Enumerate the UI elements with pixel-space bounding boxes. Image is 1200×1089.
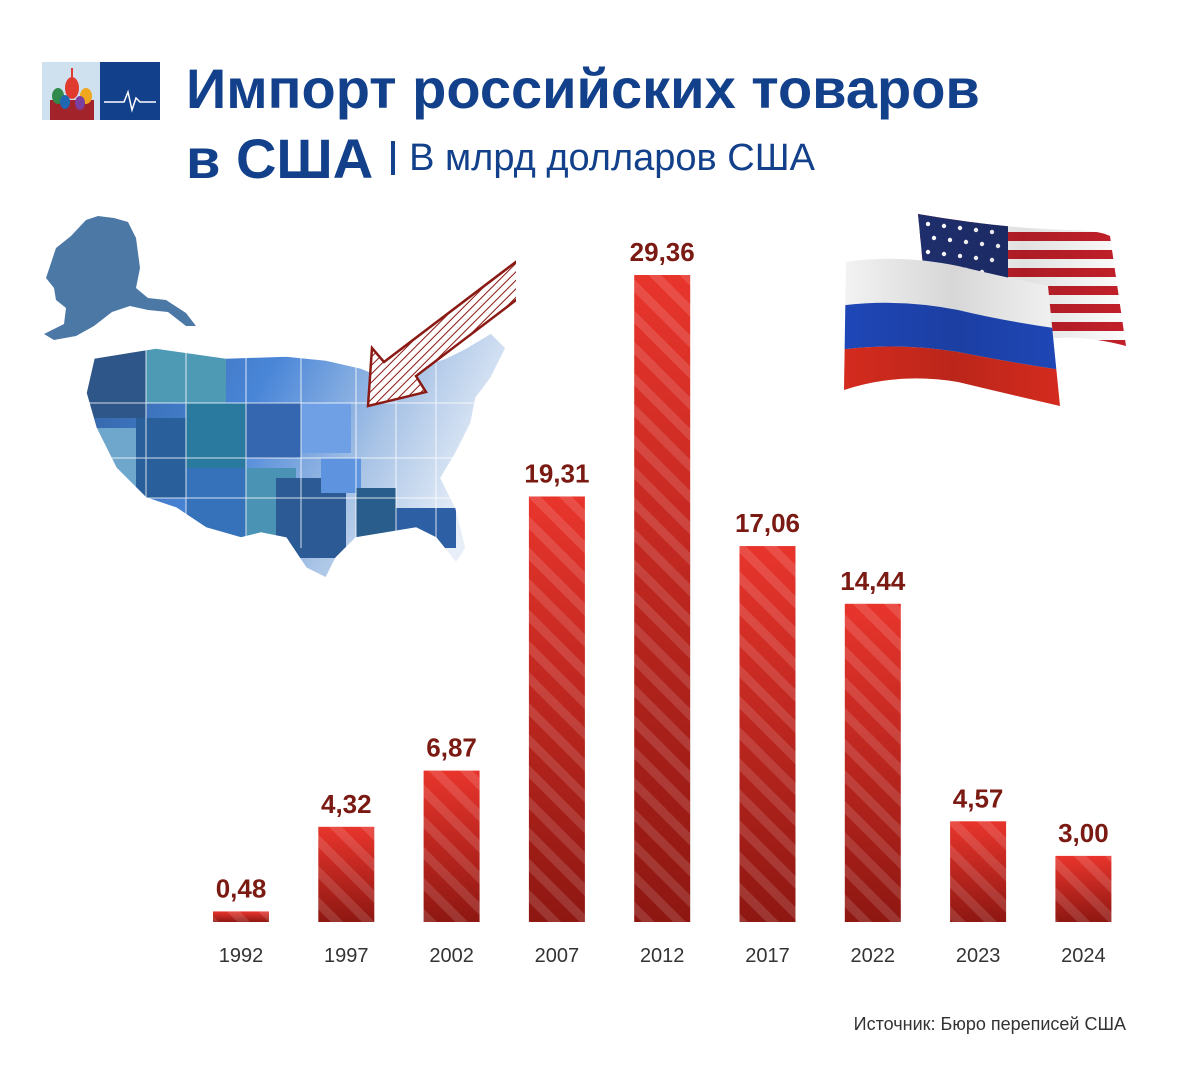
bar-stripes-1992 — [213, 911, 269, 922]
year-label-2024: 2024 — [1061, 945, 1106, 967]
title-divider — [391, 141, 396, 175]
value-label-2002: 6,87 — [426, 733, 477, 763]
title-line2-row: в США В млрд долларов США — [186, 126, 815, 190]
year-label-2007: 2007 — [535, 945, 580, 967]
value-label-2023: 4,57 — [953, 783, 1004, 813]
bar-stripes-2017 — [739, 546, 796, 922]
value-label-2022: 14,44 — [840, 566, 906, 596]
bar-stripes-2023 — [950, 821, 1007, 922]
year-label-1992: 1992 — [219, 945, 264, 967]
value-label-2012: 29,36 — [630, 237, 695, 267]
bar-stripes-2007 — [528, 496, 585, 922]
page-subtitle: В млрд долларов США — [409, 136, 815, 179]
value-label-1992: 0,48 — [216, 873, 267, 903]
source-note: Источник: Бюро переписей США — [853, 1014, 1126, 1034]
year-label-2023: 2023 — [956, 945, 1001, 967]
value-label-1997: 4,32 — [321, 789, 372, 819]
logo-icon — [42, 62, 160, 120]
arrow-icon — [366, 260, 516, 408]
year-label-2022: 2022 — [851, 945, 896, 967]
bar-stripes-2012 — [634, 275, 691, 922]
page-title: Импорт российских товаров — [186, 57, 980, 120]
flags-illustration — [844, 214, 1126, 406]
value-label-2007: 19,31 — [524, 458, 589, 488]
year-label-2012: 2012 — [640, 945, 685, 967]
value-label-2017: 17,06 — [735, 508, 800, 538]
bar-stripes-2022 — [844, 603, 901, 922]
bar-stripes-2024 — [1055, 855, 1112, 922]
year-label-2002: 2002 — [429, 945, 474, 967]
page-title-line2: в США — [186, 126, 374, 190]
us-map-icon — [44, 216, 516, 580]
year-label-2017: 2017 — [745, 945, 790, 967]
value-label-2024: 3,00 — [1058, 818, 1109, 848]
bar-stripes-2002 — [423, 770, 480, 922]
year-label-1997: 1997 — [324, 945, 369, 967]
bar-stripes-1997 — [318, 826, 375, 922]
